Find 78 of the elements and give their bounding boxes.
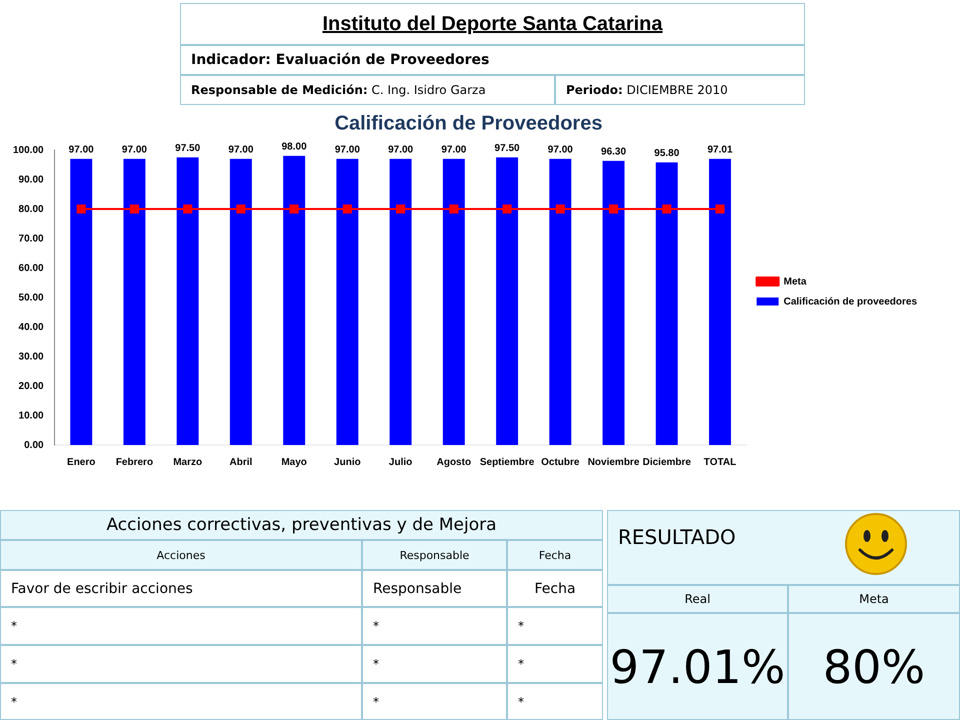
text: RESULTADO	[618, 525, 736, 549]
text: Acciones correctivas, preventivas y de Mejora	[106, 515, 497, 535]
y-tick-label: 100.00	[12, 144, 44, 156]
data-label: 97.50	[494, 143, 520, 154]
text: *	[11, 657, 17, 671]
data-label: 97.00	[441, 144, 467, 156]
text: *	[518, 657, 524, 671]
text: *	[373, 694, 379, 708]
text: Acciones	[156, 548, 206, 562]
y-tick-label: 70.00	[18, 233, 44, 244]
x-tick-label: TOTAL	[704, 456, 736, 468]
chart-title: Calificación de Proveedores	[334, 112, 602, 135]
x-tick-label: Diciembre	[642, 456, 692, 468]
x-tick-label: Febrero	[116, 456, 154, 468]
text: 80%	[822, 640, 926, 694]
text: Periodo: DICIEMBRE 2010	[566, 83, 728, 97]
y-tick-label: 0.00	[24, 440, 44, 451]
text: Indicador: Evaluación de Proveedores	[191, 52, 490, 68]
text: Instituto del Deporte Santa Catarina	[322, 12, 663, 36]
y-tick-label: 50.00	[18, 292, 44, 304]
text: Real	[684, 592, 710, 606]
text: Fecha	[534, 580, 576, 596]
text: *	[373, 657, 379, 671]
bar	[496, 157, 518, 445]
bar	[283, 156, 306, 445]
bar	[176, 157, 199, 445]
text: Favor de escribir acciones	[11, 580, 193, 596]
bar	[336, 158, 358, 445]
x-tick-label: Junio	[334, 456, 361, 468]
data-label: 97.00	[228, 144, 254, 156]
text: Meta	[859, 592, 889, 606]
text: Responsable de Medición: C. Ing. Isidro Garza	[191, 83, 486, 97]
data-label: 97.00	[122, 144, 148, 156]
x-tick-label: Enero	[67, 456, 96, 468]
y-tick-label: 30.00	[18, 351, 44, 362]
bar	[123, 158, 146, 445]
y-tick-label: 20.00	[18, 380, 44, 392]
y-tick-label: 40.00	[18, 322, 44, 333]
text: *	[518, 694, 524, 708]
x-tick-label: Septiembre	[480, 456, 535, 468]
data-label: 97.00	[388, 144, 414, 156]
bar	[602, 160, 625, 445]
text: Fecha	[538, 548, 572, 562]
legend-label: Calificación de proveedores	[784, 296, 918, 308]
text: *	[11, 694, 17, 708]
bar	[656, 162, 678, 445]
bar	[709, 158, 731, 445]
data-label: 98.00	[282, 142, 308, 153]
x-tick-label: Octubre	[541, 456, 580, 468]
text: *	[518, 619, 524, 633]
x-tick-label: Julio	[388, 456, 412, 468]
data-label: 97.50	[175, 143, 201, 154]
bar	[230, 158, 252, 445]
bar	[442, 158, 465, 445]
x-tick-label: Marzo	[173, 456, 202, 468]
data-label: 97.01	[707, 144, 733, 156]
y-tick-label: 10.00	[18, 410, 44, 422]
y-tick-label: 60.00	[18, 262, 44, 274]
x-tick-label: Abril	[230, 456, 253, 468]
x-tick-label: Noviembre	[588, 456, 640, 468]
legend-label: Meta	[784, 276, 807, 288]
x-tick-label: Mayo	[281, 456, 307, 468]
y-tick-label: 80.00	[18, 204, 44, 215]
x-tick-label: Agosto	[436, 456, 472, 468]
text: 97.01%	[610, 640, 786, 694]
data-label: 97.00	[68, 144, 94, 156]
bar	[549, 158, 572, 445]
text: *	[373, 619, 379, 633]
bar	[70, 158, 92, 445]
data-label: 97.00	[334, 144, 360, 156]
bar	[390, 158, 412, 445]
text: Responsable	[373, 580, 462, 596]
y-tick-label: 90.00	[18, 174, 44, 186]
data-label: 96.30	[601, 146, 626, 158]
data-label: 95.80	[654, 148, 680, 160]
data-label: 97.00	[548, 144, 574, 156]
text: Responsable	[400, 548, 470, 562]
text: *	[11, 619, 17, 633]
